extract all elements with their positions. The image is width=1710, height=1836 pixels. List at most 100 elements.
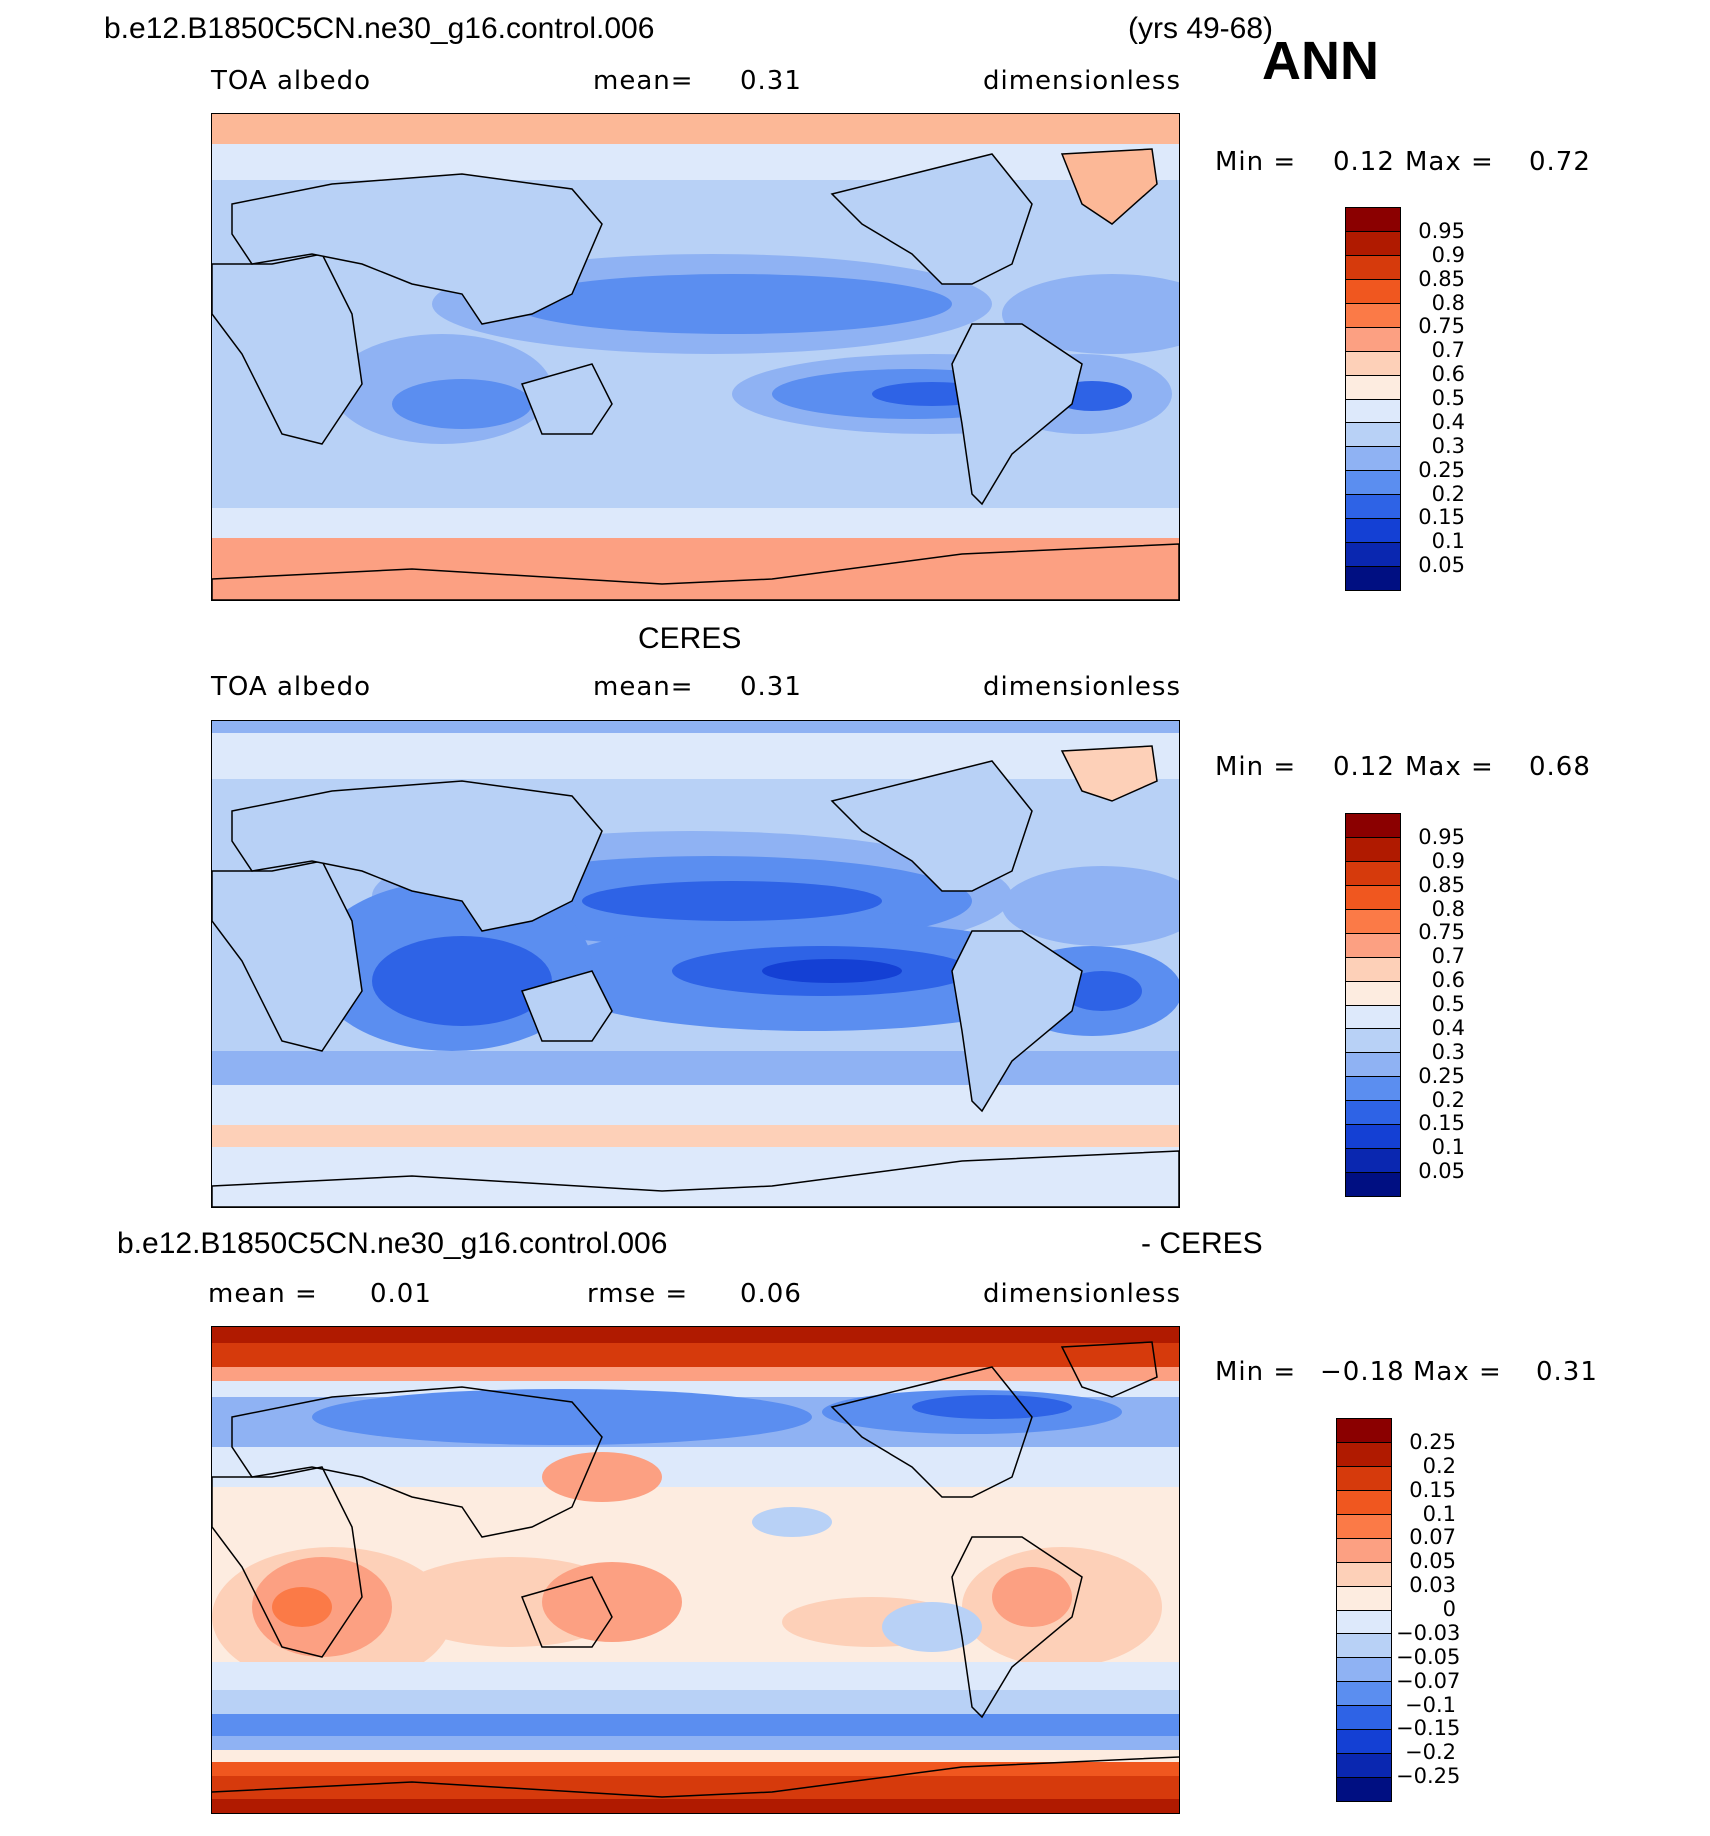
colorbar-swatch bbox=[1346, 885, 1400, 910]
panel3-rmse-label: rmse = bbox=[587, 1279, 689, 1309]
panel2-field: TOA albedo bbox=[211, 672, 372, 702]
colorbar-level-label: −0.1 bbox=[1405, 1692, 1456, 1717]
colorbar-level-label: 0.75 bbox=[1418, 314, 1465, 339]
colorbar-level-label: 0.05 bbox=[1409, 1549, 1456, 1574]
colorbar-level-label: 0.85 bbox=[1418, 266, 1465, 291]
colorbar-swatch bbox=[1346, 399, 1400, 424]
colorbar-swatch bbox=[1346, 1101, 1400, 1126]
colorbar-level-label: 0.1 bbox=[1431, 1135, 1465, 1160]
panel2-min-label: Min = bbox=[1215, 752, 1297, 782]
run-title: b.e12.B1850C5CN.ne30_g16.control.006 bbox=[104, 12, 655, 45]
colorbar-swatch bbox=[1346, 1053, 1400, 1078]
colorbar-level-label: 0.03 bbox=[1409, 1573, 1456, 1598]
colorbar-swatch bbox=[1346, 351, 1400, 376]
panel1-map-svg bbox=[212, 114, 1179, 600]
panel1-max-value: 0.72 bbox=[1529, 147, 1591, 177]
colorbar-level-label: 0.15 bbox=[1418, 505, 1465, 530]
season-label: ANN bbox=[1262, 31, 1379, 91]
colorbar-swatch bbox=[1337, 1562, 1391, 1587]
panel3-colorbar bbox=[1336, 1418, 1392, 1802]
colorbar-swatch bbox=[1346, 471, 1400, 496]
panel3-min-value: −0.18 bbox=[1320, 1357, 1405, 1387]
colorbar-swatch bbox=[1346, 375, 1400, 400]
colorbar-swatch bbox=[1346, 1077, 1400, 1102]
panel3-max-value: 0.31 bbox=[1536, 1357, 1598, 1387]
panel1-map bbox=[211, 113, 1180, 601]
colorbar-swatch bbox=[1346, 423, 1400, 448]
colorbar-swatch bbox=[1337, 1706, 1391, 1731]
panel3-map-svg bbox=[212, 1327, 1179, 1813]
colorbar-swatch bbox=[1346, 543, 1400, 568]
colorbar-swatch bbox=[1346, 909, 1400, 934]
colorbar-swatch bbox=[1346, 861, 1400, 886]
colorbar-swatch bbox=[1346, 1029, 1400, 1054]
panel3-mean-label: mean = bbox=[208, 1279, 318, 1309]
colorbar-level-label: 0.4 bbox=[1431, 1015, 1465, 1040]
colorbar-swatch bbox=[1337, 1490, 1391, 1515]
panel2-mean-label: mean= bbox=[593, 672, 694, 702]
years-label: (yrs 49-68) bbox=[1128, 12, 1274, 45]
colorbar-level-label: 0.3 bbox=[1431, 433, 1465, 458]
colorbar-swatch bbox=[1337, 1442, 1391, 1467]
panel2-map bbox=[211, 720, 1180, 1208]
panel2-max-label: Max = bbox=[1405, 752, 1494, 782]
colorbar-swatch bbox=[1346, 933, 1400, 958]
colorbar-swatch bbox=[1346, 208, 1400, 232]
colorbar-level-label: 0.8 bbox=[1431, 290, 1465, 315]
colorbar-swatch bbox=[1346, 1125, 1400, 1150]
colorbar-level-label: 0.2 bbox=[1431, 481, 1465, 506]
colorbar-swatch bbox=[1346, 447, 1400, 472]
colorbar-level-label: 0.95 bbox=[1418, 824, 1465, 849]
colorbar-level-label: 0.7 bbox=[1431, 338, 1465, 363]
colorbar-level-label: −0.25 bbox=[1396, 1764, 1461, 1789]
colorbar-level-label: 0.7 bbox=[1431, 944, 1465, 969]
colorbar-swatch bbox=[1346, 303, 1400, 328]
colorbar-level-label: 0.2 bbox=[1431, 1087, 1465, 1112]
panel1-field: TOA albedo bbox=[211, 66, 372, 96]
panel2-units: dimensionless bbox=[983, 672, 1181, 702]
colorbar-level-label: 0.15 bbox=[1418, 1111, 1465, 1136]
panel3-units: dimensionless bbox=[983, 1279, 1181, 1309]
panel3-map bbox=[211, 1326, 1180, 1814]
panel2-map-svg bbox=[212, 721, 1179, 1207]
colorbar-swatch bbox=[1337, 1610, 1391, 1635]
colorbar-swatch bbox=[1337, 1466, 1391, 1491]
colorbar-level-label: −0.2 bbox=[1405, 1740, 1456, 1765]
panel3-rmse-value: 0.06 bbox=[740, 1279, 802, 1309]
colorbar-level-label: −0.05 bbox=[1396, 1644, 1461, 1669]
colorbar-swatch bbox=[1346, 1149, 1400, 1174]
panel2-title: CERES bbox=[638, 622, 742, 655]
colorbar-level-label: 0.25 bbox=[1418, 1063, 1465, 1088]
colorbar-level-label: 0.05 bbox=[1418, 1159, 1465, 1184]
colorbar-level-label: 0.6 bbox=[1431, 362, 1465, 387]
colorbar-level-label: 0.5 bbox=[1431, 992, 1465, 1016]
colorbar-level-label: 0.25 bbox=[1409, 1429, 1456, 1454]
colorbar-level-label: 0.05 bbox=[1418, 553, 1465, 578]
panel1-units: dimensionless bbox=[983, 66, 1181, 96]
colorbar-swatch bbox=[1337, 1586, 1391, 1611]
colorbar-level-label: 0.3 bbox=[1431, 1039, 1465, 1064]
colorbar-level-label: 0.75 bbox=[1418, 920, 1465, 945]
colorbar-level-label: 0.1 bbox=[1422, 1501, 1456, 1526]
panel1-min-value: 0.12 bbox=[1333, 147, 1395, 177]
colorbar-level-label: 0.1 bbox=[1431, 529, 1465, 554]
colorbar-swatch bbox=[1346, 327, 1400, 352]
colorbar-level-label: 0.4 bbox=[1431, 409, 1465, 434]
colorbar-swatch bbox=[1346, 957, 1400, 982]
colorbar-swatch bbox=[1346, 255, 1400, 280]
colorbar-swatch bbox=[1346, 1005, 1400, 1030]
colorbar-swatch bbox=[1346, 231, 1400, 256]
colorbar-swatch bbox=[1337, 1634, 1391, 1659]
colorbar-swatch bbox=[1346, 981, 1400, 1006]
colorbar-swatch bbox=[1346, 519, 1400, 544]
colorbar-swatch bbox=[1337, 1682, 1391, 1707]
colorbar-level-label: 0 bbox=[1442, 1597, 1456, 1621]
colorbar-swatch bbox=[1346, 814, 1400, 838]
panel3-title-left: b.e12.B1850C5CN.ne30_g16.control.006 bbox=[117, 1227, 668, 1260]
panel2-colorbar bbox=[1345, 813, 1401, 1197]
colorbar-swatch bbox=[1346, 495, 1400, 520]
panel3-max-label: Max = bbox=[1413, 1357, 1502, 1387]
colorbar-swatch bbox=[1337, 1754, 1391, 1779]
panel1-mean-value: 0.31 bbox=[740, 66, 802, 96]
colorbar-level-label: 0.9 bbox=[1431, 848, 1465, 873]
